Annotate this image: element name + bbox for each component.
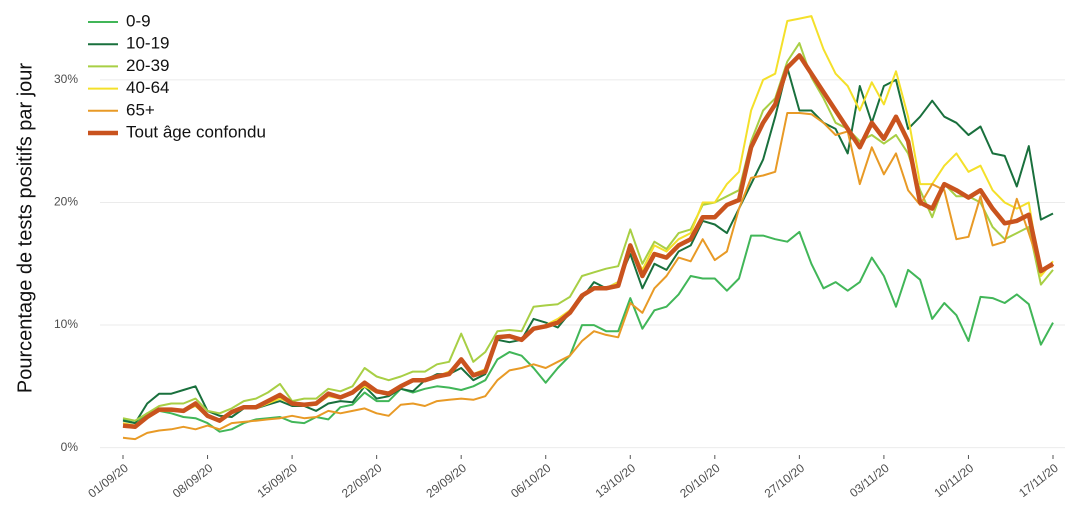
series-line xyxy=(122,112,1054,441)
y-tick-label: 0% xyxy=(61,440,79,454)
x-tick-label: 01/09/20 xyxy=(85,461,131,501)
legend-label: 10-19 xyxy=(126,34,169,53)
legend-label: 65+ xyxy=(126,100,155,119)
x-tick-label: 13/10/20 xyxy=(593,461,639,501)
y-tick-label: 10% xyxy=(54,317,78,331)
legend-label: 0-9 xyxy=(126,11,151,30)
series-line xyxy=(122,66,1054,425)
x-tick-label: 06/10/20 xyxy=(508,461,554,501)
x-tick-label: 29/09/20 xyxy=(424,461,470,501)
legend-label: Tout âge confondu xyxy=(126,122,266,141)
y-axis-label: Pourcentage de tests positifs par jour xyxy=(14,63,36,394)
series-line xyxy=(122,53,1055,430)
legend-label: 40-64 xyxy=(126,78,169,97)
x-tick-label: 27/10/20 xyxy=(762,461,808,501)
x-tick-label: 08/09/20 xyxy=(170,461,216,501)
y-tick-label: 30% xyxy=(54,72,78,86)
x-tick-label: 17/11/20 xyxy=(1016,461,1061,500)
x-tick-label: 20/10/20 xyxy=(677,461,723,501)
y-tick-label: 20% xyxy=(54,195,78,209)
x-tick-label: 03/11/20 xyxy=(847,461,892,500)
x-tick-label: 10/11/20 xyxy=(932,461,977,500)
legend-label: 20-39 xyxy=(126,56,169,75)
series-line xyxy=(122,15,1054,427)
x-tick-label: 22/09/20 xyxy=(339,461,385,501)
series-line xyxy=(122,230,1054,433)
series-line xyxy=(122,42,1054,422)
x-tick-label: 15/09/20 xyxy=(254,461,300,501)
